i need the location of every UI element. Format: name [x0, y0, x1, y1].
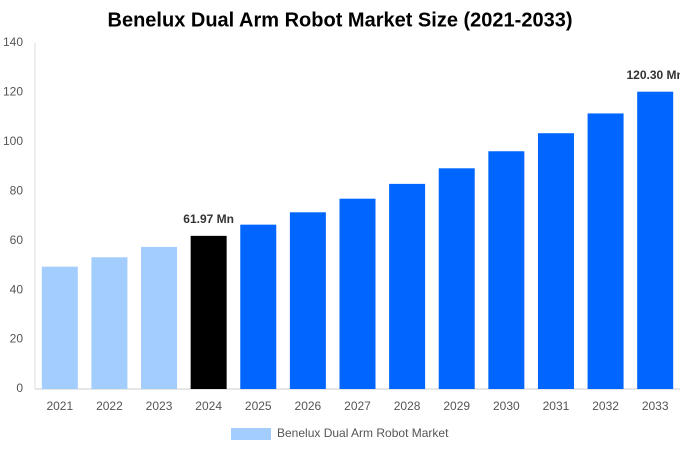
y-tick-label: 60	[10, 233, 24, 247]
bar	[190, 235, 227, 389]
y-tick-label: 80	[10, 183, 24, 197]
y-tick-label: 120	[3, 85, 23, 99]
x-tick-label: 2033	[642, 399, 669, 413]
x-tick-label: 2023	[146, 399, 173, 413]
y-tick-label: 100	[3, 134, 23, 148]
x-tick-label: 2024	[195, 399, 222, 413]
bar	[141, 246, 178, 389]
bar	[339, 198, 376, 389]
bar	[438, 168, 475, 389]
chart-title: Benelux Dual Arm Robot Market Size (2021…	[108, 9, 573, 31]
y-tick-label: 40	[10, 282, 24, 296]
x-tick-label: 2032	[592, 399, 619, 413]
bar	[537, 133, 574, 389]
x-tick-label: 2021	[46, 399, 73, 413]
bar	[91, 257, 128, 389]
x-tick-label: 2030	[493, 399, 520, 413]
bar	[41, 266, 78, 389]
bar	[289, 212, 326, 389]
x-tick-label: 2028	[394, 399, 421, 413]
y-tick-label: 140	[3, 35, 23, 49]
bar	[637, 91, 674, 390]
bar	[240, 224, 277, 389]
value-label: 61.97 Mn	[183, 212, 234, 226]
bar	[488, 151, 525, 389]
x-tick-label: 2026	[295, 399, 322, 413]
legend-swatch	[231, 428, 271, 440]
bar	[587, 113, 624, 389]
x-tick-label: 2022	[96, 399, 123, 413]
y-tick-label: 20	[10, 332, 24, 346]
x-tick-label: 2027	[344, 399, 371, 413]
x-tick-label: 2031	[543, 399, 570, 413]
x-tick-label: 2029	[443, 399, 470, 413]
y-tick-label: 0	[16, 381, 23, 395]
x-tick-label: 2025	[245, 399, 272, 413]
legend-label: Benelux Dual Arm Robot Market	[277, 426, 449, 440]
bar	[389, 183, 426, 389]
value-label: 120.30 Mn	[627, 68, 680, 82]
